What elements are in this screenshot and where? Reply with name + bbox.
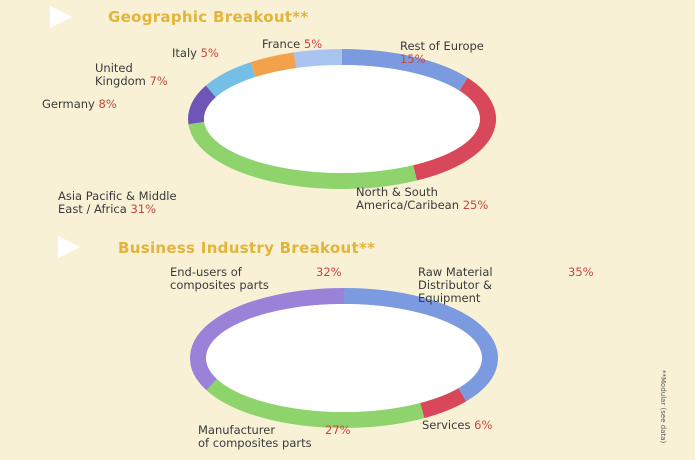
geo-chart-title: Geographic Breakout** xyxy=(108,8,309,26)
slice-label-france: France 5% xyxy=(262,37,323,51)
donut-slice-0-4 xyxy=(205,62,256,98)
title-arrow-icon xyxy=(50,6,72,28)
slice-pct-end-users: 32% xyxy=(316,265,342,279)
slice-label-end-users: End-users of composites parts xyxy=(170,265,269,292)
donut-slice-0-5 xyxy=(250,52,297,78)
slice-label-italy: Italy 5% xyxy=(172,46,219,60)
slice-label-rest-of-europe: Rest of Europe 15% xyxy=(400,39,484,66)
donut-slice-0-0 xyxy=(341,49,468,92)
slice-label-raw-material: Raw Material Distributor & Equipment xyxy=(418,265,493,305)
slice-label-manufacturer: Manufacturer of composites parts xyxy=(198,423,312,450)
slice-pct-raw-material: 35% xyxy=(568,265,594,279)
slice-pct-manufacturer: 27% xyxy=(325,423,351,437)
slice-label-united-kingdom: United Kingdom 7% xyxy=(95,61,168,88)
donut-hole-1 xyxy=(206,304,482,412)
donut-slice-1-1 xyxy=(420,387,467,419)
slice-label-americas: North & South America/Caribean 25% xyxy=(356,185,489,212)
slice-label-asia-pacific: Asia Pacific & Middle East / Africa 31% xyxy=(58,189,177,216)
donut-slice-1-3 xyxy=(190,288,345,391)
donut-slice-0-2 xyxy=(188,121,417,189)
industry-chart-title: Business Industry Breakout** xyxy=(118,239,376,257)
donut-slice-0-3 xyxy=(188,85,217,125)
footnote: **Modular (see data) xyxy=(659,370,667,444)
slice-label-services: Services 6% xyxy=(422,418,493,432)
donut-slice-1-2 xyxy=(206,378,425,428)
donut-slice-0-1 xyxy=(413,77,496,181)
donut-slice-0-6 xyxy=(293,49,343,69)
donut-slice-1-0 xyxy=(343,288,498,402)
slice-label-germany: Germany 8% xyxy=(42,97,117,111)
title-arrow-icon xyxy=(58,236,80,258)
donut-hole-0 xyxy=(204,65,480,173)
